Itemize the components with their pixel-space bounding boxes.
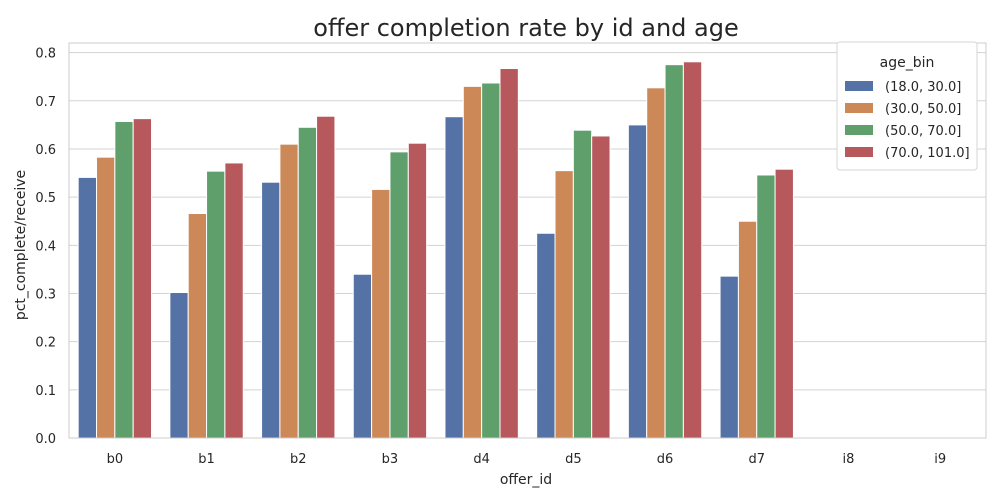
legend-title: age_bin [880, 55, 935, 71]
x-tick-label: i9 [934, 452, 946, 467]
bar-d6-series-0 [627, 124, 648, 439]
bar-d5-series-3 [591, 135, 611, 439]
x-tick-label: b2 [290, 452, 307, 467]
y-tick-label: 0.3 [35, 287, 56, 302]
y-tick-label: 0.8 [35, 47, 56, 62]
plot-frame [68, 42, 987, 439]
bar-b2-series-0 [261, 181, 281, 439]
legend-swatch [845, 103, 873, 113]
x-tick-label: d4 [473, 452, 490, 467]
bar-d5-series-1 [554, 170, 574, 439]
axes: 0.0 0.1 0.2 0.3 0.4 0.5 0.6 0.7 0.8 b0 b1 b2 b3 d4 d5 d… [35, 42, 987, 467]
legend-swatch [845, 147, 873, 157]
y-tick-label: 0.7 [35, 95, 56, 110]
x-tick-label: b1 [198, 452, 215, 467]
y-tick-label: 0.0 [35, 432, 56, 447]
bar-b1-series-3 [224, 162, 244, 439]
legend-swatch [845, 125, 873, 135]
legend-swatch [845, 81, 873, 91]
bar-b3-series-1 [371, 188, 391, 439]
bar-d4-series-2 [481, 82, 501, 439]
bar-b3-series-0 [352, 273, 373, 439]
bar-d4-series-1 [462, 85, 483, 439]
legend: age_bin (18.0, 30.0] (30.0, 50.0] (50.0, 7… [836, 41, 978, 171]
chart-title: offer completion rate by id and age [313, 14, 738, 42]
bar-b1-series-0 [169, 292, 189, 439]
bar-d6-series-3 [682, 61, 703, 439]
y-tick-label: 0.1 [35, 384, 56, 399]
legend-label: (30.0, 50.0] [885, 102, 961, 117]
x-tick-label: b3 [382, 452, 399, 467]
bar-b0-series-0 [77, 176, 98, 439]
bar-d6-series-2 [664, 64, 684, 439]
legend-box [836, 41, 978, 171]
bar-b3-series-2 [389, 151, 409, 439]
y-tick-label: 0.2 [35, 336, 56, 351]
bar-d7-series-3 [774, 168, 794, 439]
y-tick-label: 0.4 [35, 239, 56, 254]
bar-d5-series-0 [536, 232, 556, 439]
bar-b0-series-2 [114, 121, 134, 439]
bar-b2-series-2 [297, 126, 318, 439]
y-axis-label: pct_complete/receive [13, 170, 29, 320]
bar-b1-series-1 [187, 213, 208, 439]
bar-d7-series-1 [737, 220, 758, 439]
bar-d6-series-1 [646, 87, 666, 439]
y-tick-label: 0.5 [35, 191, 56, 206]
x-tick-label: d7 [748, 452, 765, 467]
bar-b2-series-3 [316, 115, 336, 439]
bars [77, 61, 794, 439]
bar-b0-series-1 [96, 156, 116, 439]
bar-b3-series-3 [407, 142, 428, 439]
bar-b1-series-2 [206, 170, 226, 439]
bar-b0-series-3 [132, 118, 153, 439]
x-tick-label: i8 [843, 452, 855, 467]
x-axis-label: offer_id [500, 472, 552, 488]
bar-d5-series-2 [572, 129, 593, 439]
bar-d4-series-0 [444, 116, 464, 439]
y-tick-label: 0.6 [35, 143, 56, 158]
x-tick-label: d6 [657, 452, 674, 467]
legend-label: (50.0, 70.0] [885, 124, 961, 139]
bar-d7-series-2 [756, 174, 776, 439]
bar-d4-series-3 [499, 68, 519, 439]
x-tick-label: d5 [565, 452, 582, 467]
legend-items: (18.0, 30.0] (30.0, 50.0] (50.0, 70.0] (70.… [845, 80, 970, 161]
legend-label: (70.0, 101.0] [885, 146, 970, 161]
x-tick-label: b0 [107, 452, 124, 467]
legend-label: (18.0, 30.0] [885, 80, 961, 95]
bar-b2-series-1 [279, 143, 299, 439]
bar-d7-series-0 [719, 275, 739, 439]
